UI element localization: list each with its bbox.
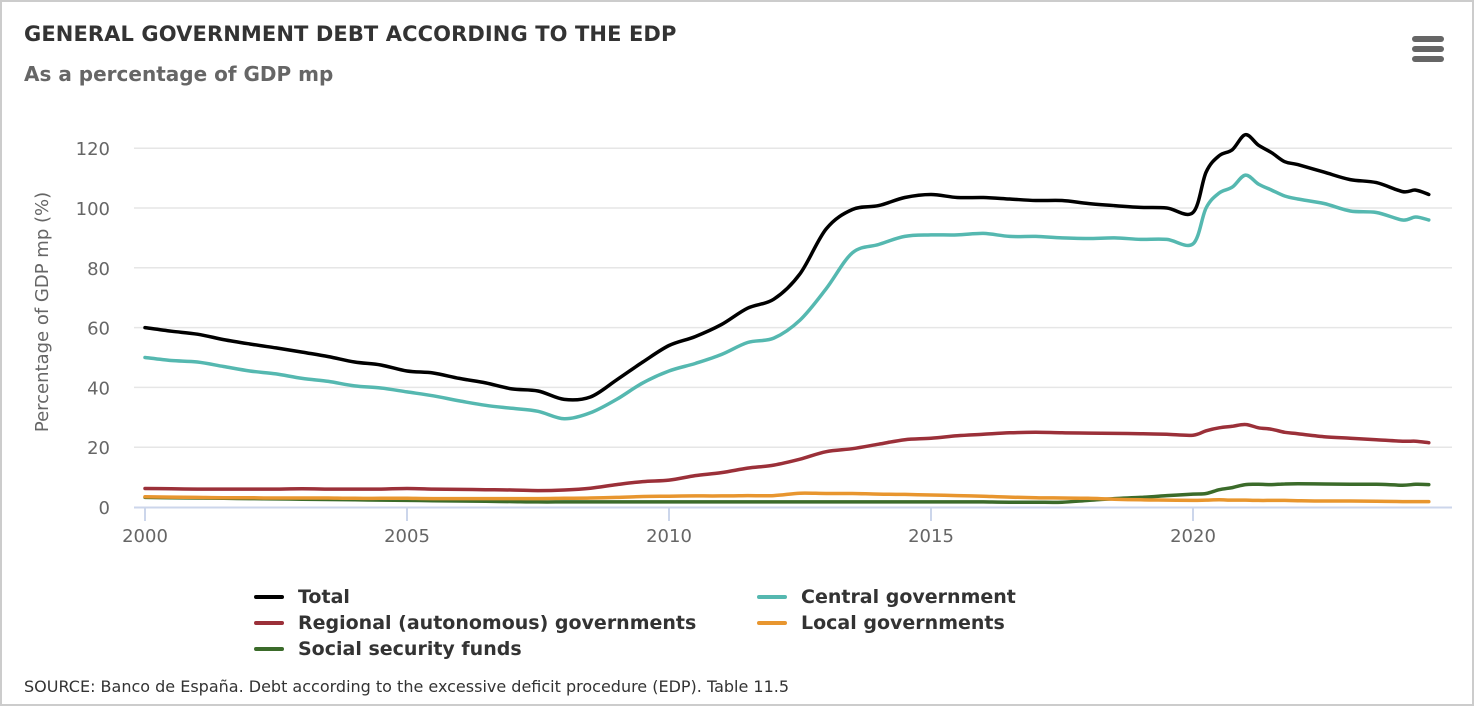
- series-line-regional-autonomous-governments[interactable]: [143, 422, 1431, 493]
- series-line-central-government[interactable]: [143, 173, 1431, 421]
- y-tick-label: 20: [87, 438, 110, 459]
- y-tick-label: 80: [87, 259, 110, 280]
- legend-item-social-security-funds[interactable]: Social security funds: [254, 636, 522, 662]
- legend-swatch: [757, 595, 787, 599]
- legend-item-regional-autonomous-governments[interactable]: Regional (autonomous) governments: [254, 610, 696, 636]
- x-tick-label: 2000: [122, 526, 168, 547]
- legend-item-local-governments[interactable]: Local governments: [757, 610, 1005, 636]
- gridlines: [134, 147, 1452, 448]
- y-axis-tick-labels: 0 20 40 60 80 100 120: [76, 139, 110, 519]
- y-axis-title: Percentage of GDP mp (%): [32, 192, 53, 432]
- line-chart: 0 20 40 60 80 100 120 2000 2005 2010 2015 2020 Per…: [32, 132, 1452, 547]
- legend: Total Central government Regional (autonom…: [254, 584, 1074, 664]
- legend-item-total[interactable]: Total: [254, 584, 350, 610]
- legend-swatch: [254, 595, 284, 599]
- menu-bar: [1412, 56, 1444, 62]
- menu-bar: [1412, 46, 1444, 52]
- y-tick-label: 0: [99, 498, 110, 519]
- x-tick-label: 2010: [646, 526, 692, 547]
- legend-label: Social security funds: [298, 638, 522, 660]
- hamburger-menu-icon[interactable]: [1406, 32, 1446, 66]
- legend-swatch: [757, 621, 787, 625]
- menu-bar: [1412, 36, 1444, 42]
- legend-label: Total: [298, 586, 350, 608]
- series-line-local-governments[interactable]: [143, 491, 1431, 504]
- y-tick-label: 60: [87, 319, 110, 340]
- chart-subtitle: As a percentage of GDP mp: [24, 62, 334, 86]
- x-tick-label: 2020: [1170, 526, 1216, 547]
- x-tick-label: 2005: [384, 526, 430, 547]
- legend-item-central-government[interactable]: Central government: [757, 584, 1016, 610]
- y-tick-label: 100: [76, 199, 110, 220]
- legend-swatch: [254, 647, 284, 651]
- legend-label: Regional (autonomous) governments: [298, 612, 697, 634]
- y-tick-label: 40: [87, 378, 110, 399]
- x-axis: 2000 2005 2010 2015 2020: [122, 506, 1452, 547]
- y-tick-label: 120: [76, 139, 110, 160]
- x-tick-label: 2015: [908, 526, 954, 547]
- series-lines: [143, 132, 1431, 505]
- legend-swatch: [254, 621, 284, 625]
- source-note: SOURCE: Banco de España. Debt according …: [24, 677, 790, 696]
- legend-label: Central government: [801, 586, 1016, 608]
- series-line-total[interactable]: [143, 132, 1431, 402]
- series-line-social-security-funds[interactable]: [143, 481, 1431, 505]
- legend-label: Local governments: [801, 612, 1005, 634]
- chart-title: GENERAL GOVERNMENT DEBT ACCORDING TO THE…: [24, 22, 677, 46]
